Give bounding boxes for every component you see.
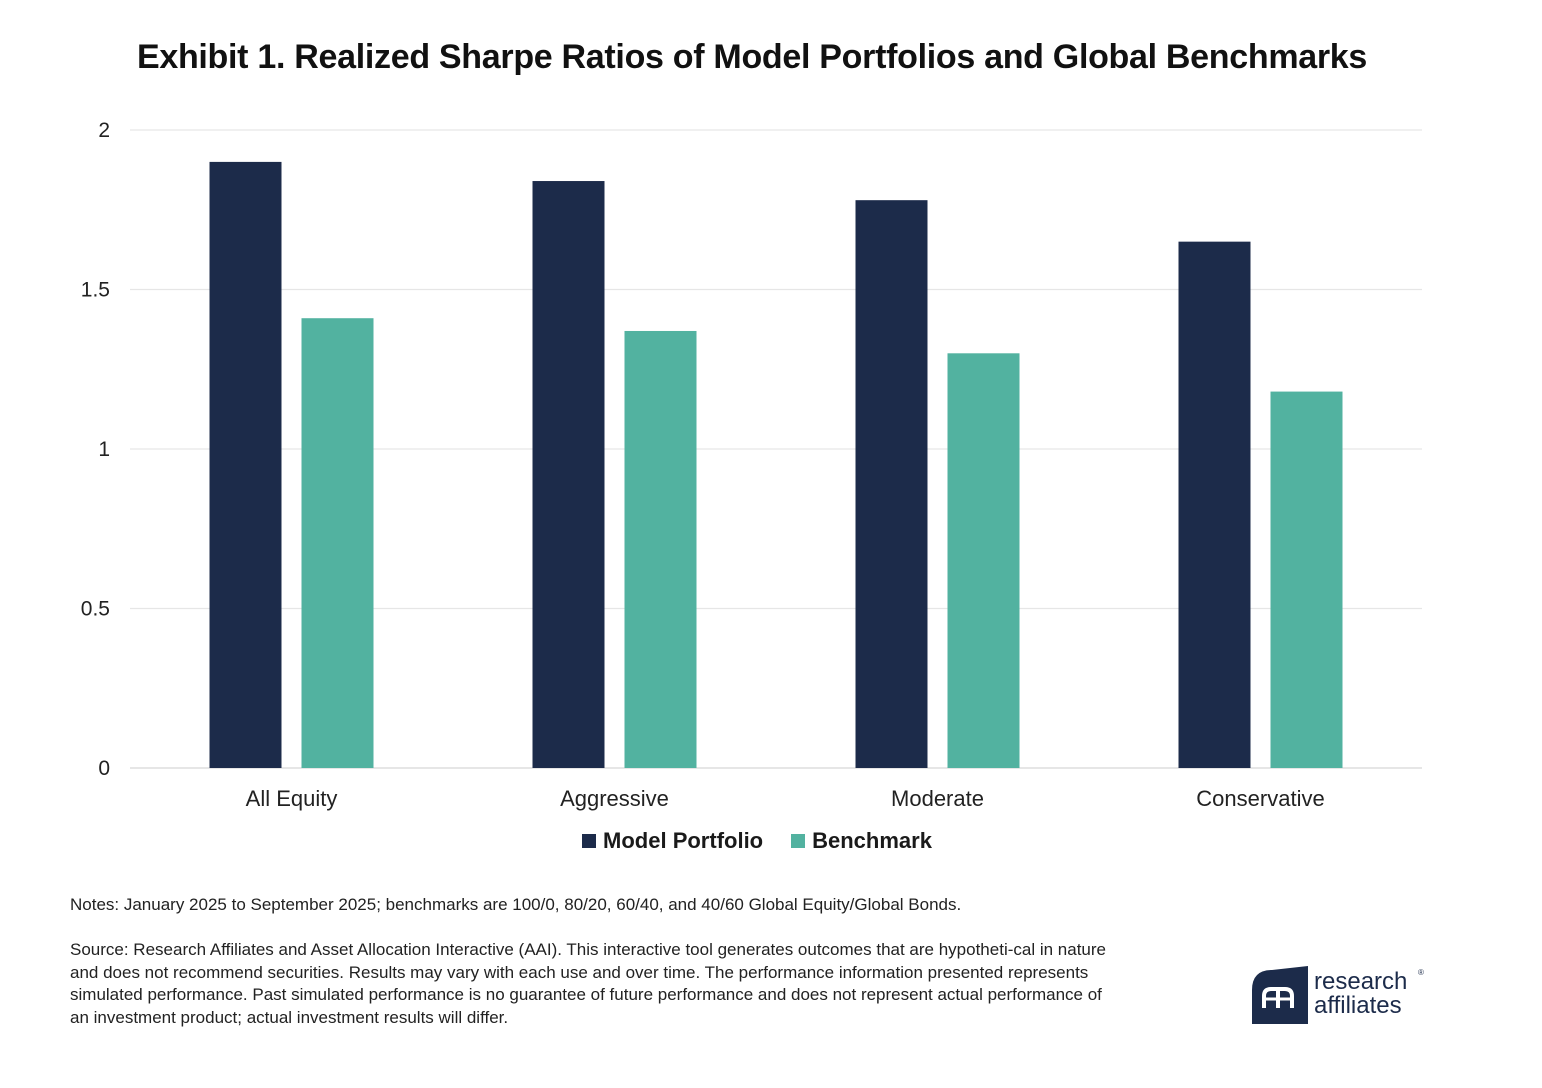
y-tick-label: 0 xyxy=(98,757,110,780)
logo-mark-icon xyxy=(1252,966,1308,1024)
bar-benchmark-all-equity xyxy=(301,318,374,768)
page-title: Exhibit 1. Realized Sharpe Ratios of Mod… xyxy=(136,38,1368,76)
legend-swatch-model xyxy=(582,834,597,848)
y-tick-label: 0.5 xyxy=(81,598,110,621)
research-affiliates-logo: research affiliates ® xyxy=(1248,966,1438,1026)
bar-benchmark-aggressive xyxy=(624,330,697,768)
registered-mark: ® xyxy=(1418,968,1424,977)
bar-model-portfolio-all-equity xyxy=(209,161,282,768)
x-category-label: Moderate xyxy=(891,786,984,811)
bars xyxy=(209,161,1343,769)
legend-label-model: Model Portfolio xyxy=(603,828,764,853)
x-category-label: All Equity xyxy=(246,786,338,811)
y-tick-label: 1 xyxy=(98,438,110,461)
logo-text-line1: research xyxy=(1314,968,1408,995)
legend-item-model: Model Portfolio xyxy=(582,828,763,854)
x-category-label: Conservative xyxy=(1196,786,1324,811)
bar-model-portfolio-aggressive xyxy=(532,181,605,769)
bar-benchmark-moderate xyxy=(947,353,1020,768)
bar-model-portfolio-conservative xyxy=(1178,241,1251,768)
logo-text: research affiliates xyxy=(1314,970,1407,1018)
legend-swatch-benchmark xyxy=(791,834,806,848)
bar-chart: 0 0.5 1 1.5 2 All Equity Aggressive Moderate Co… xyxy=(81,119,1422,811)
y-axis-ticks: 0 0.5 1 1.5 2 xyxy=(81,119,110,780)
chart-notes: Notes: January 2025 to September 2025; b… xyxy=(70,895,962,914)
y-tick-label: 2 xyxy=(98,119,110,142)
bar-benchmark-conservative xyxy=(1270,391,1343,768)
bar-model-portfolio-moderate xyxy=(855,200,928,768)
legend-label-benchmark: Benchmark xyxy=(812,828,932,853)
chart-source: Source: Research Affiliates and Asset Al… xyxy=(70,940,1106,1027)
x-category-label: Aggressive xyxy=(560,786,669,811)
y-tick-label: 1.5 xyxy=(81,279,110,302)
legend-item-benchmark: Benchmark xyxy=(791,828,932,854)
logo-text-line2: affiliates xyxy=(1314,992,1402,1019)
legend: Model Portfolio Benchmark xyxy=(0,828,1514,854)
x-axis-categories: All Equity Aggressive Moderate Conservative xyxy=(246,786,1325,811)
